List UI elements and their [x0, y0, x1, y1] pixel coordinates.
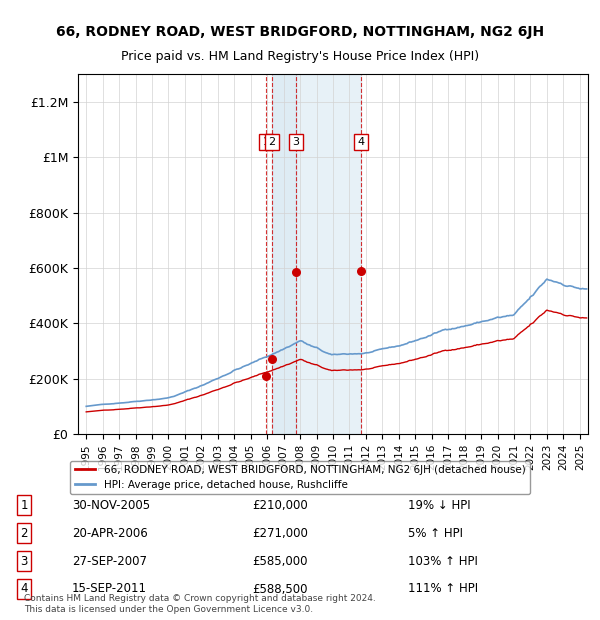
- Text: 4: 4: [20, 583, 28, 595]
- Text: 19% ↓ HPI: 19% ↓ HPI: [408, 499, 470, 511]
- Text: 3: 3: [292, 137, 299, 147]
- Text: £271,000: £271,000: [252, 527, 308, 539]
- Text: 66, RODNEY ROAD, WEST BRIDGFORD, NOTTINGHAM, NG2 6JH: 66, RODNEY ROAD, WEST BRIDGFORD, NOTTING…: [56, 25, 544, 39]
- Bar: [296, 74, 361, 434]
- Text: 1: 1: [262, 137, 269, 147]
- Text: 111% ↑ HPI: 111% ↑ HPI: [408, 583, 478, 595]
- Text: £585,000: £585,000: [252, 555, 308, 567]
- Point: [356, 266, 366, 276]
- Text: 4: 4: [358, 137, 365, 147]
- Text: 5% ↑ HPI: 5% ↑ HPI: [408, 527, 463, 539]
- Text: £210,000: £210,000: [252, 499, 308, 511]
- Text: 1: 1: [20, 499, 28, 511]
- Text: Contains HM Land Registry data © Crown copyright and database right 2024.
This d: Contains HM Land Registry data © Crown c…: [24, 595, 376, 614]
- Legend: 66, RODNEY ROAD, WEST BRIDGFORD, NOTTINGHAM, NG2 6JH (detached house), HPI: Aver: 66, RODNEY ROAD, WEST BRIDGFORD, NOTTING…: [70, 461, 530, 494]
- Text: 27-SEP-2007: 27-SEP-2007: [72, 555, 147, 567]
- Text: 20-APR-2006: 20-APR-2006: [72, 527, 148, 539]
- Text: 30-NOV-2005: 30-NOV-2005: [72, 499, 150, 511]
- Point: [268, 354, 277, 364]
- Text: 15-SEP-2011: 15-SEP-2011: [72, 583, 147, 595]
- Text: 3: 3: [20, 555, 28, 567]
- Text: 103% ↑ HPI: 103% ↑ HPI: [408, 555, 478, 567]
- Point: [261, 371, 271, 381]
- Bar: [272, 74, 296, 434]
- Text: Price paid vs. HM Land Registry's House Price Index (HPI): Price paid vs. HM Land Registry's House …: [121, 50, 479, 63]
- Point: [291, 267, 301, 277]
- Text: £588,500: £588,500: [252, 583, 308, 595]
- Text: 2: 2: [20, 527, 28, 539]
- Text: 2: 2: [269, 137, 275, 147]
